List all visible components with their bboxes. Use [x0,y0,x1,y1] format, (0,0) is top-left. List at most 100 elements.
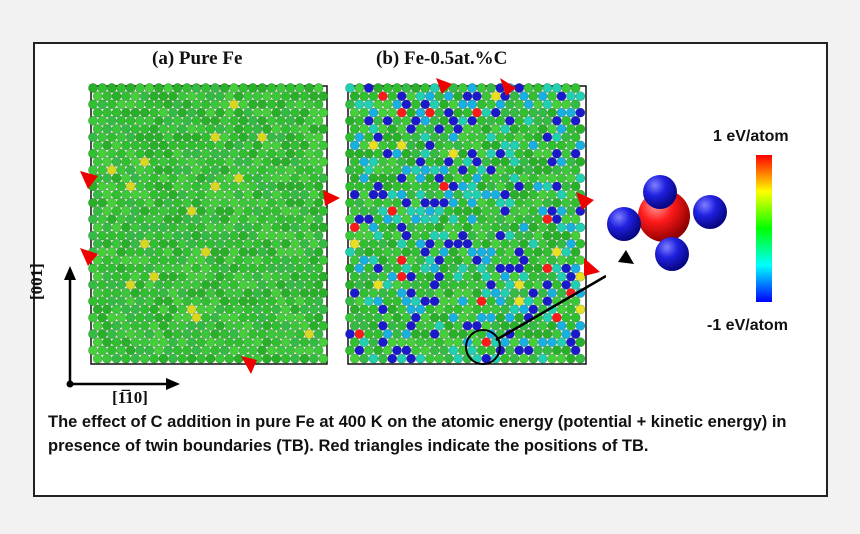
atom [392,345,402,356]
atom [504,230,515,241]
atom [457,181,468,192]
atom [349,271,360,282]
atom [490,107,501,118]
atom [518,173,529,184]
atom [509,271,520,282]
atom [243,173,253,184]
atom [382,279,393,290]
atom [294,214,305,225]
atom [462,206,473,216]
atom [247,214,258,225]
atom [308,304,319,315]
atom [420,214,431,225]
axis-origin [66,380,74,388]
atom [570,148,581,159]
atom [308,238,319,249]
atom [523,214,534,225]
atom [349,173,360,184]
atom [191,181,202,192]
atom [523,230,534,241]
atom [359,238,369,249]
atom [280,320,291,331]
atom [111,173,122,184]
atom [504,181,515,192]
atom [299,288,310,298]
atom [214,320,225,331]
atom [182,345,192,356]
atom [257,214,268,225]
atom [476,132,487,143]
atom [509,304,520,315]
atom [313,181,324,192]
atom [163,197,174,208]
atom [149,173,159,184]
atom [238,132,249,143]
atom [429,83,440,93]
atom [528,288,539,298]
atom [504,99,515,110]
atom [130,189,141,200]
atom [271,173,282,184]
twin-boundary-marker [500,78,516,96]
atom [219,230,230,241]
atom [116,197,127,208]
atom [453,140,463,151]
atom [528,206,539,216]
atom [378,238,388,249]
atom [443,238,454,249]
atom [214,173,225,184]
atom [106,296,117,307]
atom [111,304,122,315]
atom [509,222,520,233]
atom [359,140,369,151]
atom [116,83,127,93]
atom [97,279,108,290]
atom [158,107,169,118]
atom [224,222,235,233]
atom [266,329,277,339]
atom [144,115,155,126]
atom [349,320,360,331]
atom [247,263,258,274]
atom [116,296,127,307]
atom [514,197,525,208]
atom [130,173,141,184]
atom [504,312,515,323]
atom [106,197,117,208]
atom [500,337,510,348]
atom [280,124,291,134]
atom [387,271,398,282]
atom [172,83,183,93]
atom [523,83,534,93]
atom [205,353,216,364]
atom [396,140,407,151]
atom [486,312,496,323]
atom [448,247,459,257]
atom [565,271,576,282]
atom [219,181,230,192]
atom [224,238,235,249]
atom [551,247,562,257]
atom [191,296,202,307]
atom [523,181,534,192]
atom [205,222,216,233]
atom [102,238,112,249]
atom [210,115,221,126]
atom [177,156,188,167]
atom [565,156,576,167]
atom [308,288,319,298]
atom [168,255,178,266]
atom [523,165,534,175]
atom [121,353,131,364]
atom [285,115,296,126]
atom [392,197,402,208]
atom [518,91,529,102]
atom [373,115,384,126]
atom [271,124,282,134]
atom [457,197,468,208]
atom [425,107,435,118]
atom [271,238,282,249]
atom [182,230,192,241]
atom [318,337,329,348]
atom [158,320,169,331]
